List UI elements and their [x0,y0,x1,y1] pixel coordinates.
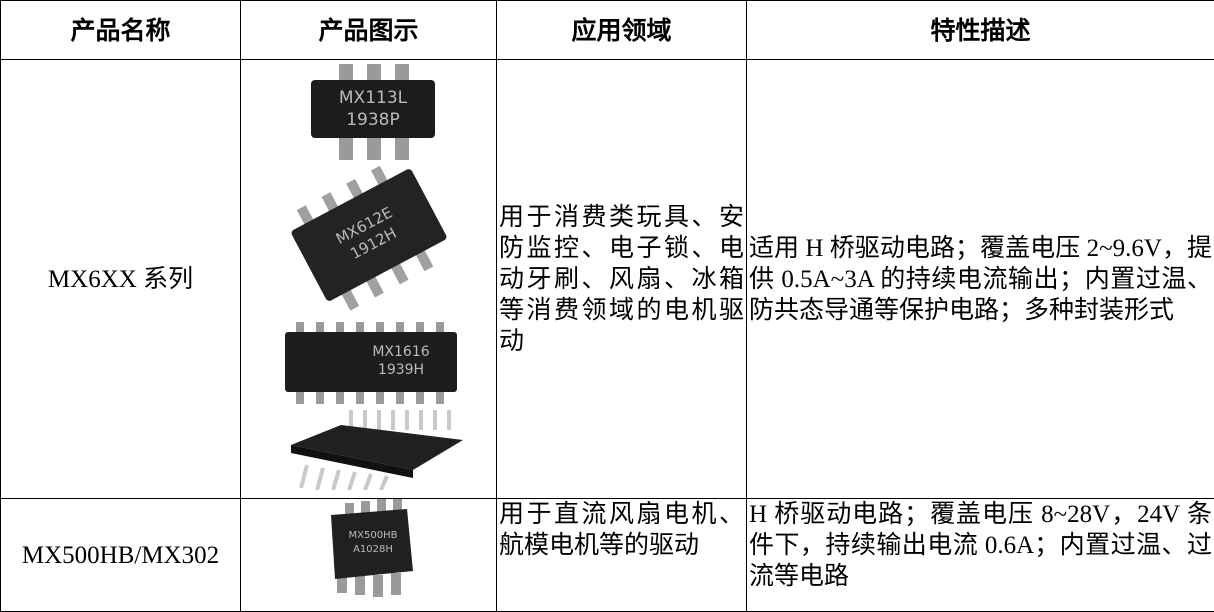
chip: MX500HB A1028H [331,499,413,597]
product-image: MX113L 1938P MX612E 1912H MX1616 [241,60,497,499]
row: MX500HB/MX302 MX500HB A1028H 用于直流风扇电机、航模… [1,499,1214,612]
application: 用于消费类玩具、安防监控、电子锁、电动牙刷、风扇、冰箱等消费领域的电机驱动 [497,60,747,499]
header-cell: 产品图示 [241,1,497,60]
features: 适用 H 桥驱动电路；覆盖电压 2~9.6V，提供 0.5A~3A 的持续电流输… [747,60,1214,499]
row: MX6XX 系列 MX113L 1938P MX612E 1912H [1,60,1214,499]
chip: MX612E 1912H [283,154,457,319]
header-cell: 产品名称 [1,1,241,60]
product-name: MX500HB/MX302 [1,499,241,612]
application: 用于直流风扇电机、航模电机等的驱动 [497,499,747,612]
product-name: MX6XX 系列 [1,60,241,499]
chip [291,410,463,490]
chip-marking: MX113L [339,88,408,108]
chip: MX113L 1938P [311,64,435,160]
chip-photos: MX113L 1938P MX612E 1912H MX1616 [241,60,497,490]
header-cell: 特性描述 [747,1,1214,60]
chip-photos: MX500HB A1028H [241,499,497,603]
chip-marking: 1939H [378,362,424,378]
header-cell: 应用领域 [497,1,747,60]
product-image: MX500HB A1028H [241,499,497,612]
chip-marking: MX1616 [372,344,429,360]
chip: MX1616 1939H [285,322,457,404]
header-row: 产品名称 产品图示 应用领域 特性描述 [1,1,1214,60]
chip-marking: 1938P [346,110,400,130]
features: H 桥驱动电路；覆盖电压 8~28V，24V 条件下，持续输出电流 0.6A；内… [747,499,1214,612]
chip-marking: MX500HB [349,530,398,541]
chip-marking: A1028H [353,544,393,555]
